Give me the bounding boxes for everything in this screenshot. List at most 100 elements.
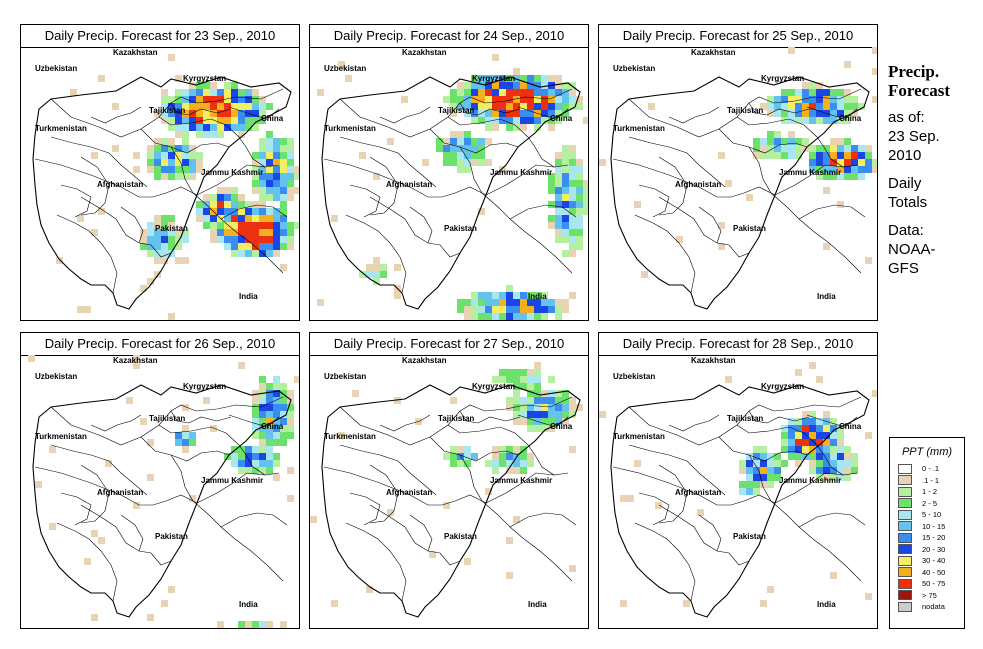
precip-cell — [830, 460, 837, 467]
precip-cell — [182, 103, 189, 110]
precip-cell — [844, 89, 851, 96]
admin-border — [379, 414, 431, 432]
precip-cell — [583, 117, 588, 124]
panel-title: Daily Precip. Forecast for 25 Sep., 2010 — [599, 25, 877, 48]
precip-cell — [760, 460, 767, 467]
precip-cell — [98, 208, 105, 215]
precip-cell — [634, 460, 641, 467]
admin-border — [170, 102, 232, 116]
map-label-kazakhstan: Kazakhstan — [691, 356, 736, 365]
precip-cell — [161, 236, 168, 243]
precip-cell — [506, 369, 513, 376]
precip-cell — [238, 467, 245, 474]
precip-cell — [555, 418, 562, 425]
admin-border — [658, 464, 688, 524]
precip-cell — [280, 194, 287, 201]
admin-border — [90, 106, 142, 124]
admin-border — [379, 106, 431, 124]
precip-cell — [520, 117, 527, 124]
precip-cell — [266, 404, 273, 411]
precip-cell — [555, 404, 562, 411]
precip-cell — [520, 453, 527, 460]
precip-cell — [471, 292, 478, 299]
precip-cell — [175, 173, 182, 180]
precip-cell — [280, 397, 287, 404]
precip-cell — [718, 222, 725, 229]
precip-cell — [471, 299, 478, 306]
precip-cell — [648, 103, 655, 110]
admin-border — [60, 184, 92, 218]
precip-cell — [224, 103, 231, 110]
precip-cell — [562, 418, 569, 425]
precip-cell — [548, 180, 555, 187]
precip-cell — [569, 96, 576, 103]
precip-cell — [520, 89, 527, 96]
precip-cell — [217, 208, 224, 215]
precip-cell — [562, 103, 569, 110]
precip-cell — [273, 145, 280, 152]
precip-cell — [802, 446, 809, 453]
precip-cell — [168, 110, 175, 117]
precip-cell — [457, 138, 464, 145]
precip-cell — [266, 383, 273, 390]
precip-cell — [795, 145, 802, 152]
precip-cell — [196, 152, 203, 159]
precip-cell — [562, 397, 569, 404]
precip-cell — [280, 187, 287, 194]
precip-cell — [555, 411, 562, 418]
precip-cell — [294, 376, 299, 383]
map-svg: Kazakhstan Uzbekistan Kyrgyzstan Tajikistan… — [317, 48, 588, 320]
precip-cell — [823, 117, 830, 124]
precip-cell — [471, 82, 478, 89]
admin-border — [628, 444, 726, 496]
precip-cell — [541, 404, 548, 411]
precip-cell — [513, 89, 520, 96]
precip-cell — [781, 432, 788, 439]
admin-border — [369, 156, 399, 216]
precip-cell — [548, 96, 555, 103]
precip-cell — [513, 292, 520, 299]
precip-cells — [310, 362, 583, 607]
precip-cell — [464, 558, 471, 565]
map-svg: Kazakhstan Uzbekistan Kyrgyzstan Tajikistan… — [310, 356, 583, 618]
precip-cell — [266, 194, 273, 201]
precip-cell — [576, 180, 583, 187]
precip-cell — [154, 236, 161, 243]
precip-cell — [492, 54, 499, 61]
map-label-afghanistan: Afghanistan — [386, 488, 432, 497]
precip-cell — [168, 117, 175, 124]
admin-border — [140, 436, 284, 582]
precip-cell — [499, 313, 506, 320]
precip-cell — [238, 446, 245, 453]
precip-cell — [753, 488, 760, 495]
precip-cell — [760, 474, 767, 481]
precip-cell — [837, 432, 844, 439]
admin-border — [748, 450, 808, 462]
precip-cell — [830, 117, 837, 124]
precip-cell — [252, 201, 259, 208]
precip-cell — [548, 418, 555, 425]
precip-cell — [816, 474, 823, 481]
map-label-afghanistan: Afghanistan — [97, 180, 143, 189]
map-label-pakistan: Pakistan — [155, 532, 188, 541]
precip-cell — [527, 369, 534, 376]
precip-cell — [725, 376, 732, 383]
precip-cell — [182, 131, 189, 138]
precip-cell — [161, 243, 168, 250]
precip-cell — [182, 89, 189, 96]
precip-cell — [781, 145, 788, 152]
precip-cell — [287, 138, 294, 145]
precip-cell — [576, 236, 583, 243]
precip-cell — [210, 215, 217, 222]
precip-cell — [534, 383, 541, 390]
precip-cell — [471, 75, 478, 82]
precip-cell — [140, 418, 147, 425]
precip-cell — [569, 411, 576, 418]
precip-cell — [280, 138, 287, 145]
precip-cell — [781, 439, 788, 446]
precip-cell — [541, 103, 548, 110]
precip-cell — [266, 180, 273, 187]
precip-cell — [436, 145, 443, 152]
precip-cell — [809, 89, 816, 96]
precip-cell — [816, 376, 823, 383]
